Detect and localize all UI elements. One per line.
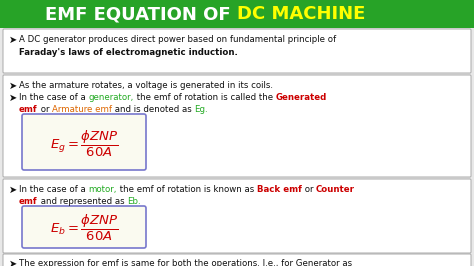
- Text: emf: emf: [19, 105, 37, 114]
- FancyBboxPatch shape: [22, 206, 146, 248]
- Text: and is denoted as: and is denoted as: [112, 105, 194, 114]
- Text: $E_g = \dfrac{\phi ZNP}{60A}$: $E_g = \dfrac{\phi ZNP}{60A}$: [50, 129, 118, 159]
- Text: Counter: Counter: [316, 185, 355, 194]
- Bar: [0, 0, 474, 28]
- Text: In the case of a: In the case of a: [19, 93, 89, 102]
- Text: or: or: [302, 185, 316, 194]
- Text: Generated: Generated: [275, 93, 327, 102]
- Text: ➤: ➤: [9, 35, 17, 45]
- Text: DC MACHINE: DC MACHINE: [237, 5, 365, 23]
- Text: In the case of a: In the case of a: [19, 185, 89, 194]
- FancyBboxPatch shape: [3, 179, 471, 253]
- Text: As the armature rotates, a voltage is generated in its coils.: As the armature rotates, a voltage is ge…: [19, 81, 273, 90]
- Text: $E_b = \dfrac{\phi ZNP}{60A}$: $E_b = \dfrac{\phi ZNP}{60A}$: [50, 213, 118, 243]
- Text: The expression for emf is same for both the operations. I.e., for Generator as: The expression for emf is same for both …: [19, 259, 352, 266]
- FancyBboxPatch shape: [3, 254, 471, 266]
- Text: or: or: [37, 105, 52, 114]
- Text: ➤: ➤: [9, 93, 17, 103]
- Text: motor,: motor,: [89, 185, 117, 194]
- Text: Eb.: Eb.: [127, 197, 141, 206]
- FancyBboxPatch shape: [22, 114, 146, 170]
- Text: ➤: ➤: [9, 185, 17, 195]
- Text: the emf of rotation is known as: the emf of rotation is known as: [117, 185, 257, 194]
- Text: Armature emf: Armature emf: [52, 105, 112, 114]
- FancyBboxPatch shape: [3, 75, 471, 177]
- Text: and represented as: and represented as: [37, 197, 127, 206]
- Text: Faraday's laws of electromagnetic induction.: Faraday's laws of electromagnetic induct…: [19, 48, 238, 57]
- Text: emf: emf: [19, 197, 37, 206]
- FancyBboxPatch shape: [3, 29, 471, 73]
- Text: Eg.: Eg.: [194, 105, 208, 114]
- Text: generator,: generator,: [89, 93, 134, 102]
- Text: Back emf: Back emf: [257, 185, 302, 194]
- Text: A DC generator produces direct power based on fundamental principle of: A DC generator produces direct power bas…: [19, 35, 336, 44]
- Text: the emf of rotation is called the: the emf of rotation is called the: [134, 93, 275, 102]
- Text: ➤: ➤: [9, 81, 17, 91]
- Text: ➤: ➤: [9, 259, 17, 266]
- Text: EMF EQUATION OF: EMF EQUATION OF: [45, 5, 237, 23]
